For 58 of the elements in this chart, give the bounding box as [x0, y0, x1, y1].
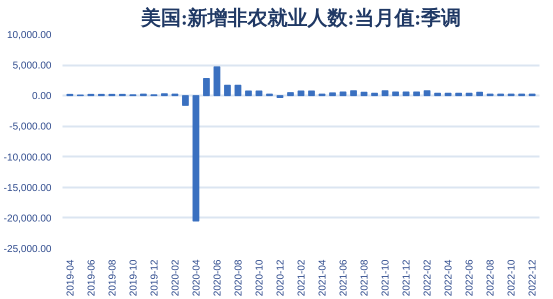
x-tick-label: 2019-08	[107, 259, 118, 296]
bar	[182, 95, 189, 106]
chart-title: 美国:新增非农就业人数:当月值:季调	[140, 6, 461, 30]
bar	[308, 90, 315, 96]
bar	[298, 90, 304, 96]
bar	[424, 90, 430, 96]
x-tick-label: 2022-12	[528, 259, 539, 296]
x-tick-label: 2019-12	[149, 259, 160, 296]
y-tick-label: -5,000.00	[9, 122, 52, 133]
x-tick-label: 2020-06	[212, 259, 224, 296]
bar	[203, 78, 210, 96]
bar	[329, 92, 336, 96]
x-tick-label: 2020-12	[275, 259, 286, 296]
bar	[392, 91, 399, 96]
bar	[402, 91, 410, 96]
y-tick-label: -25,000.00	[4, 244, 52, 255]
x-tick-label: 2020-10	[254, 259, 266, 296]
bar	[476, 92, 483, 96]
x-tick-label: 2021-10	[380, 259, 392, 296]
x-tick-label: 2021-12	[402, 259, 413, 296]
bar	[434, 92, 441, 96]
y-tick-label: 10,000.00	[7, 30, 52, 41]
x-tick-label: 2020-04	[191, 259, 202, 296]
bar	[245, 90, 252, 96]
x-tick-label: 2020-08	[233, 259, 244, 296]
bar	[455, 92, 462, 96]
x-tick-label: 2022-10	[506, 259, 518, 296]
bar	[466, 92, 472, 96]
bar	[234, 84, 242, 96]
bar	[360, 92, 368, 96]
y-tick-label: -10,000.00	[4, 152, 52, 164]
bar	[214, 66, 220, 96]
x-tick-label: 2020-02	[170, 259, 182, 296]
y-tick-label: 5,000.00	[12, 60, 52, 72]
y-tick-label: -15,000.00	[4, 182, 52, 194]
x-tick-label: 2022-06	[464, 259, 476, 296]
y-tick-label: -20,000.00	[4, 213, 52, 224]
x-tick-label: 2019-10	[128, 259, 140, 296]
bar	[287, 92, 294, 96]
x-tick-label: 2019-04	[65, 259, 76, 296]
x-tick-label: 2021-02	[296, 259, 308, 296]
x-tick-label: 2021-08	[360, 259, 371, 296]
bar	[192, 95, 200, 222]
y-tick-label: 0.00	[32, 91, 52, 102]
x-tick-label: 2021-04	[318, 259, 329, 296]
bar	[444, 92, 452, 96]
bar	[413, 91, 420, 96]
bar	[340, 91, 346, 96]
bar	[224, 84, 231, 96]
x-tick-label: 2022-04	[444, 259, 455, 296]
bar	[382, 90, 388, 96]
x-tick-label: 2021-06	[338, 259, 350, 296]
bar	[256, 90, 262, 96]
x-tick-label: 2019-06	[86, 259, 98, 296]
bar	[350, 90, 357, 96]
x-tick-label: 2022-02	[422, 259, 434, 296]
x-tick-label: 2022-08	[486, 259, 497, 296]
bar	[371, 92, 378, 96]
